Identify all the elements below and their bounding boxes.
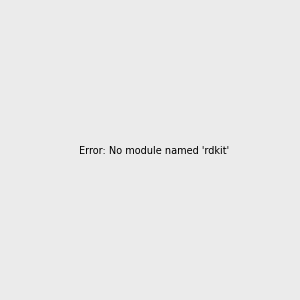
Text: Error: No module named 'rdkit': Error: No module named 'rdkit'	[79, 146, 229, 157]
